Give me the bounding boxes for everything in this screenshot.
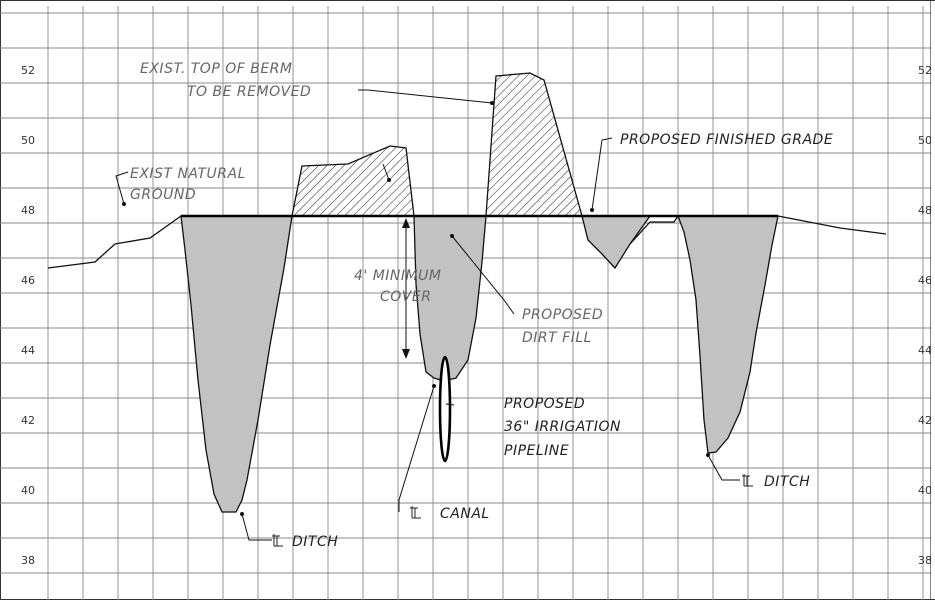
- natural-ground-note-line2: GROUND: [130, 187, 196, 203]
- elev-label-48: 48: [21, 204, 35, 217]
- fill-note-line1: PROPOSED: [522, 307, 603, 323]
- elev-label-46: 46: [21, 274, 35, 287]
- centerline-icon: [272, 534, 283, 547]
- cover-note-line1: 4' MINIMUM: [354, 268, 441, 284]
- natural-ground-note-line1: EXIST NATURAL: [130, 166, 246, 182]
- elev-label-right-44: 44: [918, 344, 932, 357]
- elev-label-52: 52: [21, 64, 35, 77]
- pipeline-note-line2: 36" IRRIGATION: [504, 419, 621, 435]
- elev-label-right-48: 48: [918, 204, 932, 217]
- cover-dimension: [402, 218, 410, 359]
- left-elevation-axis: 52 50 48 46 44 42 40 38: [21, 64, 35, 567]
- right-ditch-section: [677, 215, 779, 454]
- centerline-icon: [410, 506, 421, 519]
- elev-label-right-38: 38: [918, 554, 932, 567]
- berm-note-line1: EXIST. TOP OF BERM: [140, 61, 293, 77]
- cover-note-line2: COVER: [380, 289, 431, 305]
- centerline-icon: [742, 474, 753, 487]
- existing-ground-right: [777, 215, 887, 235]
- left-berm: [291, 145, 415, 217]
- existing-ground-swale: [629, 215, 679, 245]
- grade-note: PROPOSED FINISHED GRADE: [620, 132, 833, 148]
- elev-label-44: 44: [21, 344, 35, 357]
- left-ditch-note: DITCH: [292, 534, 338, 550]
- right-ditch-note: DITCH: [764, 474, 810, 490]
- annotations: EXIST. TOP OF BERM TO BE REMOVED PROPOSE…: [130, 61, 833, 550]
- elev-label-right-50: 50: [918, 134, 932, 147]
- canal-note: CANAL: [440, 506, 490, 522]
- center-berm: [485, 72, 583, 217]
- elev-label-40: 40: [21, 484, 35, 497]
- elev-label-42: 42: [21, 414, 35, 427]
- left-ditch-section: [180, 215, 293, 513]
- elev-label-38: 38: [21, 554, 35, 567]
- elev-label-right-46: 46: [918, 274, 932, 287]
- right-elevation-axis: 52 50 48 46 44 42 40 38: [918, 64, 932, 567]
- fill-note-line2: DIRT FILL: [522, 330, 592, 346]
- berm-note-line2: TO BE REMOVED: [187, 84, 311, 100]
- elev-label-right-52: 52: [918, 64, 932, 77]
- existing-ground-left: [47, 215, 182, 269]
- centerline-symbols: [272, 474, 753, 547]
- pipeline-note-line3: PIPELINE: [504, 443, 569, 459]
- leader-lines: [115, 89, 740, 541]
- elev-label-right-42: 42: [918, 414, 932, 427]
- elev-label-50: 50: [21, 134, 35, 147]
- pipeline-symbol: [438, 355, 452, 463]
- elev-label-right-40: 40: [918, 484, 932, 497]
- small-swale-section: [581, 215, 652, 270]
- pipeline-note-line1: PROPOSED: [504, 396, 585, 412]
